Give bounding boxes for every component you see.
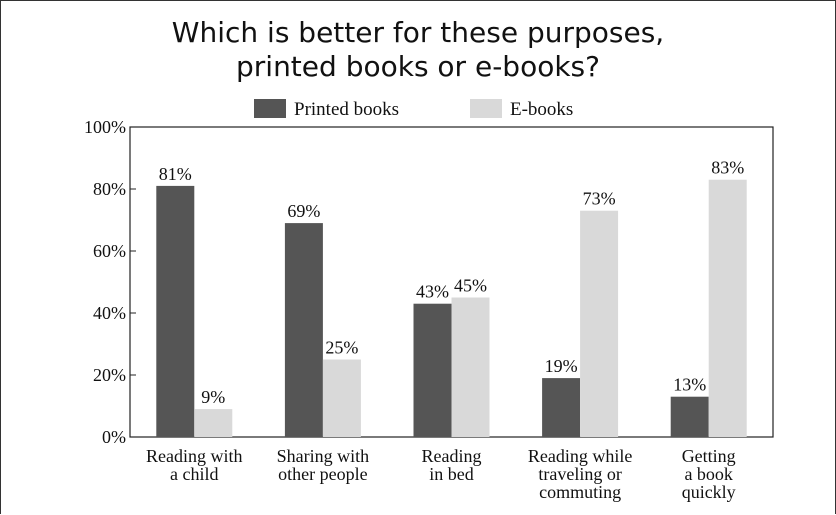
- y-tick-label: 40%: [93, 303, 126, 323]
- bar-ebooks: [451, 297, 490, 437]
- bar-ebooks: [194, 409, 233, 437]
- data-label: 45%: [454, 276, 487, 296]
- x-category-label: other people: [278, 464, 367, 484]
- data-label: 13%: [673, 375, 706, 395]
- data-label: 73%: [583, 189, 616, 209]
- legend-swatch-0: [254, 99, 286, 118]
- x-category-label: Reading with: [146, 446, 243, 466]
- data-label: 69%: [287, 201, 320, 221]
- bar-printed: [670, 396, 709, 437]
- data-label: 9%: [201, 387, 225, 407]
- x-category-label: a child: [170, 464, 218, 484]
- x-category-label: Getting: [682, 446, 736, 466]
- data-label: 25%: [325, 338, 358, 358]
- y-tick-label: 20%: [93, 365, 126, 385]
- y-tick-label: 60%: [93, 241, 126, 261]
- legend-swatch-1: [470, 99, 502, 118]
- bar-printed: [156, 185, 195, 437]
- x-category-label: Reading while: [528, 446, 632, 466]
- x-category-label: Sharing with: [277, 446, 370, 466]
- bar-printed: [542, 378, 581, 437]
- y-tick-label: 100%: [84, 117, 126, 137]
- bar-ebooks: [708, 179, 747, 437]
- chart-title-line-2: printed books or e-books?: [236, 50, 600, 83]
- y-tick-label: 0%: [102, 427, 126, 447]
- bar-ebooks: [322, 359, 361, 437]
- x-category-label: commuting: [539, 482, 621, 502]
- data-label: 43%: [416, 282, 449, 302]
- legend-label-1: E-books: [510, 99, 573, 120]
- data-label: 19%: [545, 356, 578, 376]
- data-label: 83%: [711, 158, 744, 178]
- bar-printed: [413, 303, 452, 437]
- chart-title-line-1: Which is better for these purposes,: [171, 16, 665, 49]
- x-category-label: a book: [684, 464, 733, 484]
- data-label: 81%: [159, 164, 192, 184]
- y-tick-label: 80%: [93, 179, 126, 199]
- bar-printed: [284, 223, 323, 437]
- x-category-label: in bed: [429, 464, 474, 484]
- x-category-label: Reading: [422, 446, 482, 466]
- x-category-label: traveling or: [538, 464, 621, 484]
- x-category-label: quickly: [682, 482, 736, 502]
- bar-ebooks: [580, 210, 619, 437]
- legend-label-0: Printed books: [294, 99, 399, 120]
